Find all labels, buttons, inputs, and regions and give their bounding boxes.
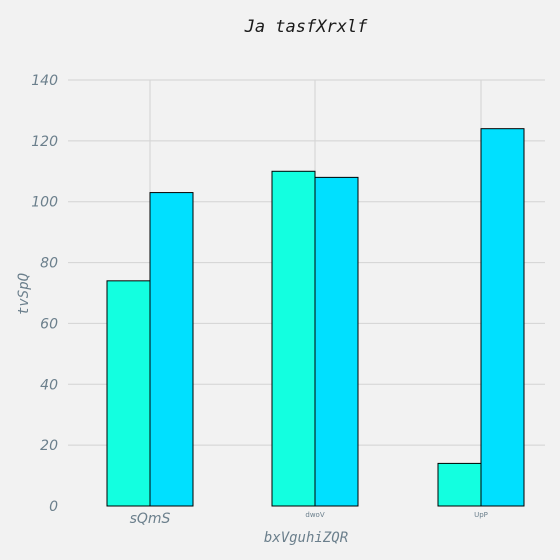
x-tick-label: UpP [474,511,488,519]
bar-1-sQmS [106,280,151,507]
x-tick-label: sQmS [130,511,171,527]
x-tick-labels: sQmS dwoV UpP [130,511,488,527]
y-tick-label: 120 [31,134,58,150]
bar-2-UpP [480,128,525,507]
x-tick-label: dwoV [305,511,324,519]
y-axis-label: tvSpQ [16,273,32,315]
x-axis-label: bxVguhiZQR [264,530,348,546]
y-tick-label: 60 [40,316,58,332]
bar-1-dwoV [271,170,316,507]
y-tick-label: 140 [31,73,58,89]
bar-2-sQmS [149,192,194,507]
bars [106,128,525,507]
y-tick-label: 20 [40,438,58,454]
y-tick-label: 80 [40,256,58,272]
bar-2-dwoV [314,176,359,507]
bar-1-UpP [437,462,482,507]
y-tick-labels: 0 20 40 60 80 100 120 140 [31,73,58,515]
y-tick-label: 0 [49,499,58,515]
chart-title: Ja tasfXrxlf [244,17,369,37]
y-tick-label: 40 [40,377,58,393]
y-tick-label: 100 [31,195,58,211]
